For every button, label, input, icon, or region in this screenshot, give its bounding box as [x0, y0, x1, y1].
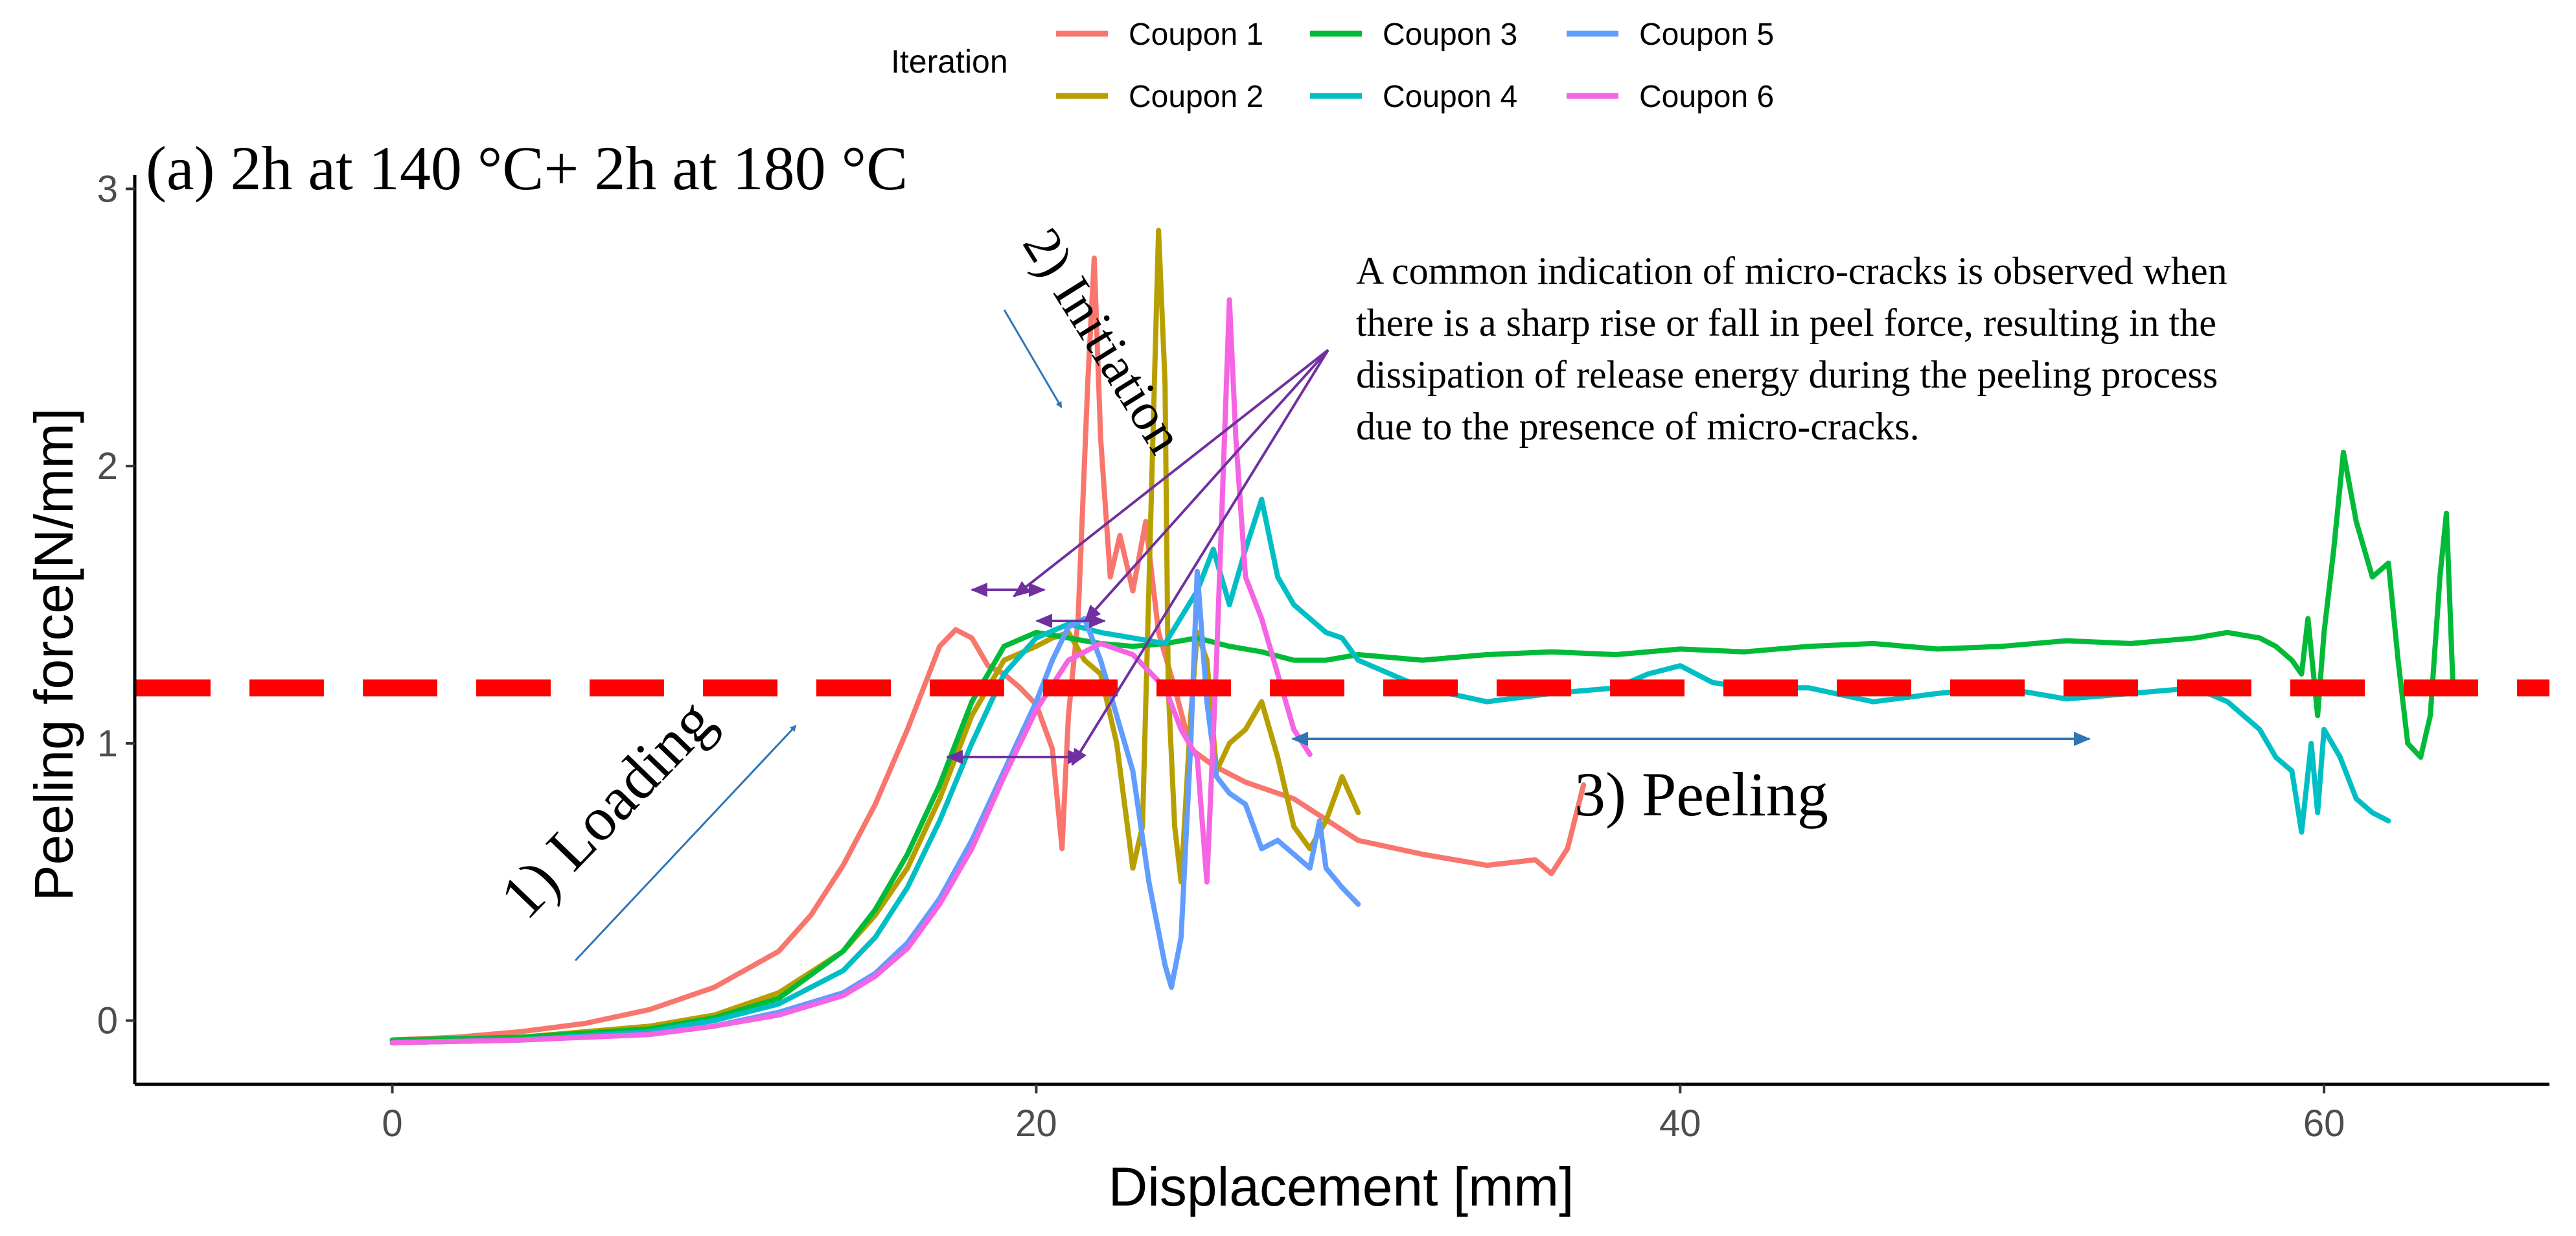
legend-label-coupon-2: Coupon 2	[1129, 80, 1263, 114]
note-line-3: dissipation of release energy during the…	[1356, 353, 2218, 396]
ticks-layer: 0 20 40 60 0 1 2 3	[97, 168, 2345, 1145]
legend-items: Coupon 1 Coupon 2 Coupon 3 Coupon 4 Coupon 5…	[1056, 17, 1774, 114]
y-tick-label-3: 3	[97, 168, 118, 210]
plot-area: 0 20 40 60 0 1 2 3	[97, 168, 2549, 1145]
x-tick-label-0: 0	[382, 1102, 402, 1145]
initiation-label: 2) Initiation	[1012, 218, 1196, 463]
series-line-coupon-1	[389, 255, 1587, 1043]
legend-item-coupon-5: Coupon 5	[1567, 17, 1774, 52]
initiation-arrow	[1003, 309, 1063, 408]
note-line-4: due to the presence of micro-cracks.	[1356, 405, 1920, 448]
legend-label-coupon-5: Coupon 5	[1639, 17, 1774, 52]
legend-item-coupon-6: Coupon 6	[1567, 80, 1774, 114]
x-tick-label-20: 20	[1015, 1102, 1057, 1145]
legend-label-coupon-1: Coupon 1	[1129, 17, 1263, 52]
y-tick-label-2: 2	[97, 445, 118, 487]
note-line-1: A common indication of micro-cracks is o…	[1356, 250, 2227, 292]
x-axis-title: Displacement [mm]	[1109, 1156, 1574, 1217]
drop-markers	[946, 583, 1106, 764]
loading-label: 1) Loading	[487, 686, 727, 931]
legend-title: Iteration	[891, 43, 1008, 80]
legend-label-coupon-4: Coupon 4	[1383, 80, 1517, 114]
x-tick-label-60: 60	[2303, 1102, 2345, 1145]
note-line-2: there is a sharp rise or fall in peel fo…	[1356, 301, 2216, 344]
callout-line-1	[1013, 349, 1329, 598]
y-tick-label-0: 0	[97, 1000, 118, 1042]
legend-item-coupon-4: Coupon 4	[1310, 80, 1517, 114]
axes	[133, 175, 2549, 1086]
y-axis-title: Peeling force[N/mm]	[23, 408, 84, 902]
peeling-label: 3) Peeling	[1574, 760, 1828, 829]
y-tick-label-1: 1	[97, 723, 118, 765]
callout-lines	[1013, 349, 1329, 766]
series-line-coupon-6	[389, 297, 1313, 1045]
legend-item-coupon-1: Coupon 1	[1056, 17, 1263, 52]
legend-label-coupon-6: Coupon 6	[1639, 80, 1774, 114]
loading-arrow	[574, 725, 797, 962]
legend-item-coupon-3: Coupon 3	[1310, 17, 1517, 52]
callout-line-3	[1071, 349, 1329, 766]
legend-label-coupon-3: Coupon 3	[1383, 17, 1517, 52]
series-line-coupon-4	[389, 496, 2391, 1045]
callout-line-2	[1084, 349, 1329, 622]
series-line-coupon-3	[389, 449, 2455, 1043]
legend-item-coupon-2: Coupon 2	[1056, 80, 1263, 114]
micro-cracks-note: A common indication of micro-cracks is o…	[1356, 250, 2227, 448]
x-tick-label-40: 40	[1659, 1102, 1701, 1145]
series-layer	[389, 227, 2455, 1045]
annotations: 1) Loading 2) Initiation 3) Peeling A co…	[487, 218, 2227, 962]
panel-title: (a) 2h at 140 °C+ 2h at 180 °C	[146, 134, 908, 203]
